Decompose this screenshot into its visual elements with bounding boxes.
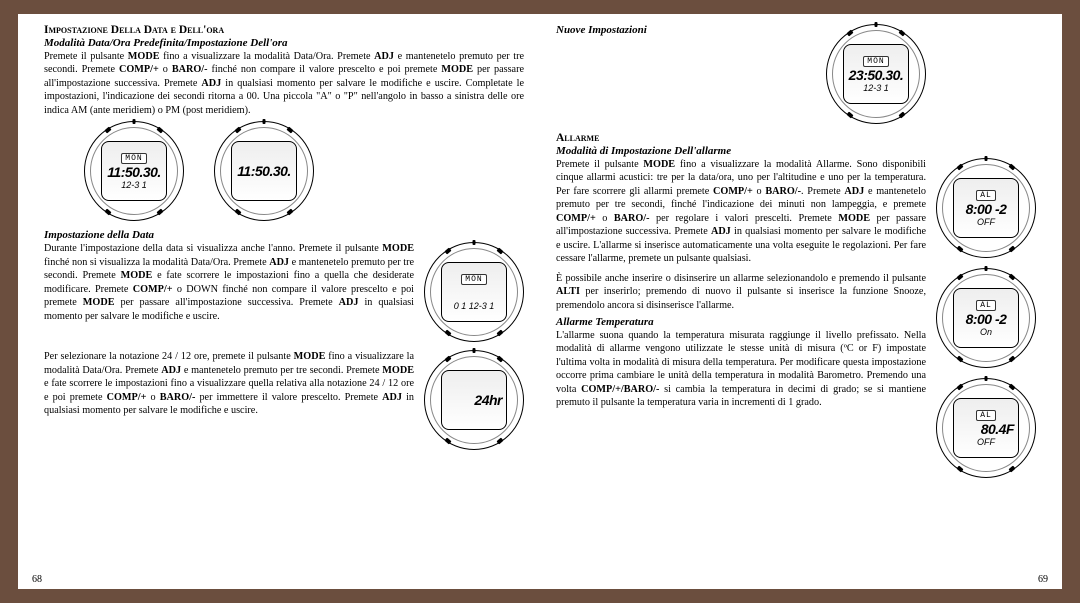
sub-temp-alarm: Allarme Temperatura	[556, 316, 926, 328]
sub-date-setting: Impostazione della Data	[44, 229, 524, 241]
lcd-top: MON	[121, 153, 146, 164]
lcd-bot: 12-3 1	[121, 180, 147, 190]
heading-date-time: Impostazione Della Data e Dell'ora	[44, 24, 524, 36]
lcd-bot: On	[980, 327, 992, 337]
page-68: Impostazione Della Data e Dell'ora Modal…	[18, 24, 540, 583]
lcd-bot: 0 1 12-3 1	[454, 301, 495, 311]
lcd-top: AL	[976, 300, 996, 311]
lcd-top: MON	[863, 56, 888, 67]
sub-alarm-mode: Modalità di Impostazione Dell'allarme	[556, 145, 1036, 157]
para-r3: L'allarme suona quando la temperatura mi…	[556, 329, 926, 410]
lcd-mid: 80.4F	[954, 421, 1018, 437]
watch-display-g: AL 8:00 -2 On	[936, 268, 1036, 368]
para-r1: Premete il pulsante MODE fino a visualiz…	[556, 158, 926, 266]
watch-display-c: MON 0 1 12-3 1	[424, 242, 524, 342]
para-3: Per selezionare la notazione 24 / 12 ore…	[44, 350, 414, 417]
watch-display-d: 24hr	[424, 350, 524, 450]
page-number-left: 68	[32, 574, 42, 585]
para-r2: È possibile anche inserire o disinserire…	[556, 272, 926, 312]
page-69: Nuove Impostazioni MON 23:50.30. 12-3 1 …	[540, 24, 1062, 583]
sub-default-mode: Modalità Data/Ora Predefinita/Impostazio…	[44, 37, 524, 49]
lcd-bot: OFF	[977, 437, 995, 447]
sub-new-settings: Nuove Impostazioni	[556, 24, 816, 36]
lcd-top: AL	[976, 410, 996, 421]
watch-display-b: 11:50.30.	[214, 121, 314, 221]
lcd-top: AL	[976, 190, 996, 201]
watch-display-a: MON 11:50.30. 12-3 1	[84, 121, 184, 221]
watch-display-f: AL 8:00 -2 OFF	[936, 158, 1036, 258]
watch-display-h: AL 80.4F OFF	[936, 378, 1036, 478]
lcd-top: MON	[461, 274, 486, 285]
para-2: Durante l'impostazione della data si vis…	[44, 242, 414, 323]
lcd-mid: 8:00 -2	[966, 311, 1007, 327]
watch-display-e: MON 23:50.30. 12-3 1	[826, 24, 926, 124]
lcd-bot: OFF	[977, 217, 995, 227]
para-1: Premete il pulsante MODE fino a visualiz…	[44, 50, 524, 117]
lcd-bot: 12-3 1	[863, 83, 889, 93]
lcd-mid: 11:50.30.	[237, 163, 291, 179]
heading-alarm: Allarme	[556, 132, 1036, 144]
page-number-right: 69	[1038, 574, 1048, 585]
lcd-mid: 24hr	[442, 392, 506, 408]
lcd-mid: 23:50.30.	[849, 67, 904, 83]
lcd-mid: 11:50.30.	[107, 164, 161, 180]
lcd-mid: 8:00 -2	[966, 201, 1007, 217]
